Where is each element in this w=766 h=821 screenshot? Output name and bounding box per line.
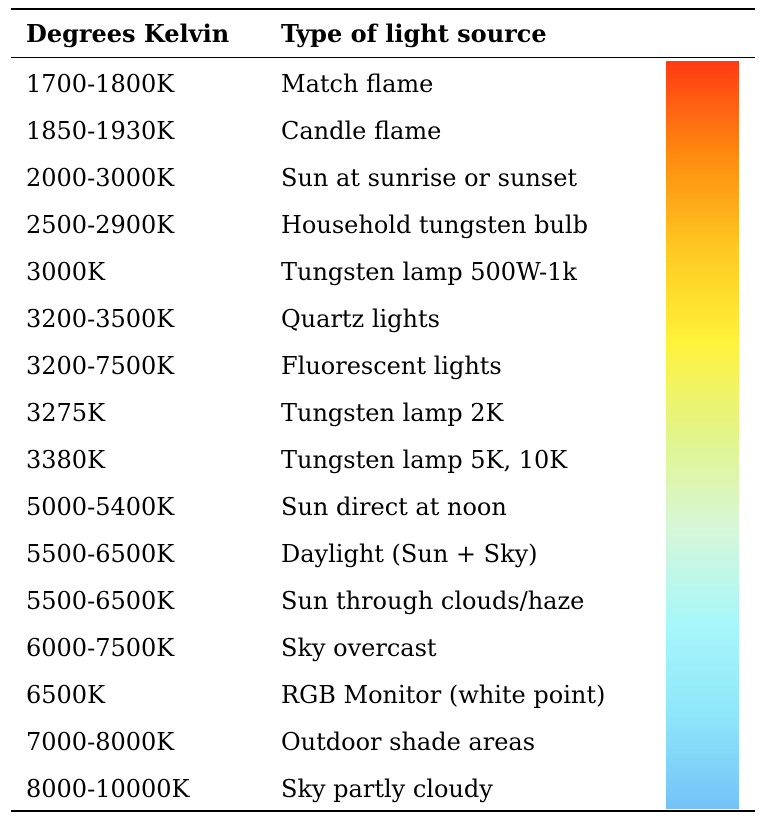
kelvin-cell: 2000-3000K [26, 164, 175, 192]
light-source-cell: Sky partly cloudy [281, 775, 493, 803]
light-source-cell: Fluorescent lights [281, 352, 502, 380]
kelvin-cell: 6500K [26, 681, 106, 709]
light-source-cell: Sun direct at noon [281, 493, 507, 521]
header-degrees-kelvin: Degrees Kelvin [26, 19, 230, 48]
kelvin-cell: 2500-2900K [26, 211, 175, 239]
table-row: 8000-10000K Sky partly cloudy [0, 766, 766, 813]
table-row: 7000-8000K Outdoor shade areas [0, 719, 766, 766]
light-source-cell: Outdoor shade areas [281, 728, 536, 756]
table-row: 2000-3000K Sun at sunrise or sunset [0, 155, 766, 202]
table-row: 5000-5400K Sun direct at noon [0, 484, 766, 531]
light-source-cell: Household tungsten bulb [281, 211, 588, 239]
kelvin-cell: 8000-10000K [26, 775, 190, 803]
color-temperature-gradient-bar [666, 61, 739, 809]
kelvin-cell: 3200-7500K [26, 352, 175, 380]
light-source-cell: Sky overcast [281, 634, 437, 662]
light-source-cell: Quartz lights [281, 305, 440, 333]
kelvin-cell: 3200-3500K [26, 305, 175, 333]
table-row: 5500-6500K Sun through clouds/haze [0, 578, 766, 625]
header-light-source-type: Type of light source [281, 19, 547, 48]
kelvin-cell: 3275K [26, 399, 106, 427]
table-row: 3000K Tungsten lamp 500W-1k [0, 249, 766, 296]
light-source-cell: Sun at sunrise or sunset [281, 164, 578, 192]
light-source-cell: RGB Monitor (white point) [281, 681, 606, 709]
table-row: 3275K Tungsten lamp 2K [0, 390, 766, 437]
kelvin-cell: 1700-1800K [26, 70, 175, 98]
light-source-cell: Sun through clouds/haze [281, 587, 585, 615]
table-row: 6500K RGB Monitor (white point) [0, 672, 766, 719]
table-row: 3380K Tungsten lamp 5K, 10K [0, 437, 766, 484]
kelvin-cell: 1850-1930K [26, 117, 175, 145]
light-source-cell: Daylight (Sun + Sky) [281, 540, 538, 568]
table-body: 1700-1800K Match flame 1850-1930K Candle… [0, 61, 766, 813]
kelvin-cell: 6000-7500K [26, 634, 175, 662]
table-row: 1850-1930K Candle flame [0, 108, 766, 155]
kelvin-cell: 7000-8000K [26, 728, 175, 756]
table-row: 1700-1800K Match flame [0, 61, 766, 108]
table-row: 5500-6500K Daylight (Sun + Sky) [0, 531, 766, 578]
kelvin-cell: 3000K [26, 258, 106, 286]
light-source-cell: Tungsten lamp 500W-1k [281, 258, 577, 286]
kelvin-cell: 3380K [26, 446, 106, 474]
header-rule [11, 57, 755, 58]
table-row: 6000-7500K Sky overcast [0, 625, 766, 672]
light-source-cell: Match flame [281, 70, 434, 98]
table-row: 3200-7500K Fluorescent lights [0, 343, 766, 390]
table-row: 3200-3500K Quartz lights [0, 296, 766, 343]
light-source-cell: Candle flame [281, 117, 442, 145]
light-source-cell: Tungsten lamp 2K [281, 399, 504, 427]
kelvin-cell: 5500-6500K [26, 540, 175, 568]
kelvin-cell: 5000-5400K [26, 493, 175, 521]
kelvin-cell: 5500-6500K [26, 587, 175, 615]
table-row: 2500-2900K Household tungsten bulb [0, 202, 766, 249]
bottom-rule [11, 810, 755, 812]
light-source-cell: Tungsten lamp 5K, 10K [281, 446, 568, 474]
top-rule [11, 8, 755, 10]
